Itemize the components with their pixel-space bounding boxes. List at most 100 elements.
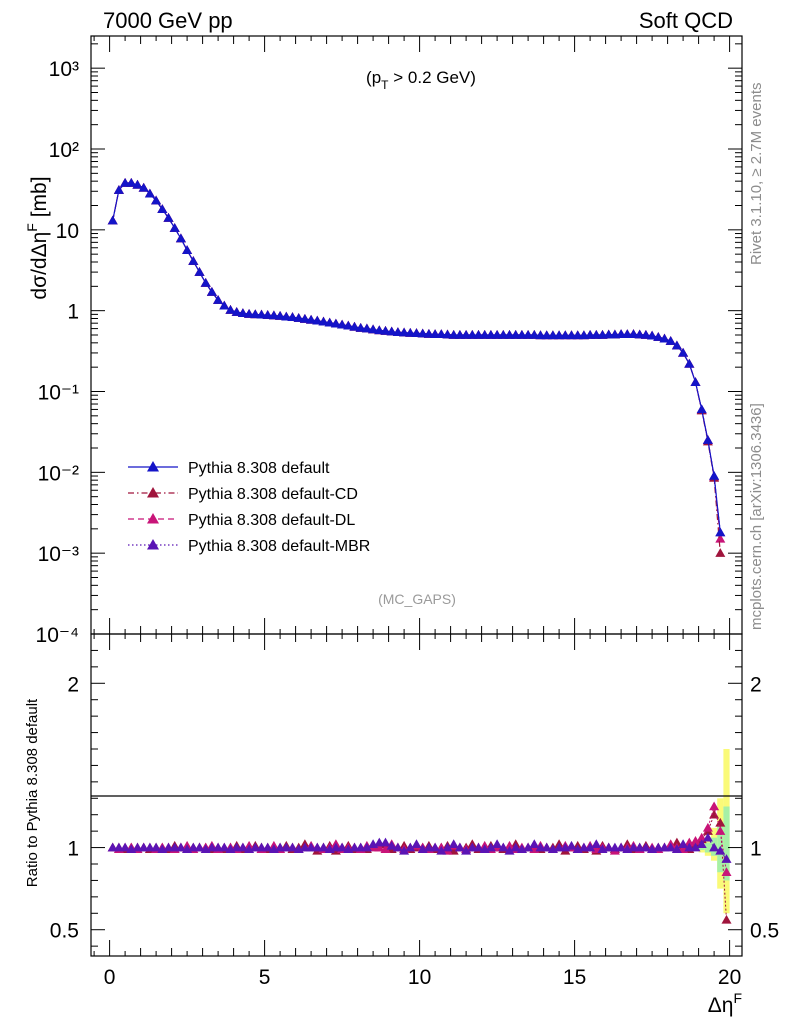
series-marker [175, 233, 186, 243]
series-marker [144, 188, 155, 198]
main-y-tick-label: 1 [67, 301, 79, 324]
ratio-marker [702, 832, 713, 842]
analysis-watermark: (MC_GAPS) [378, 591, 456, 607]
header-right: Soft QCD [639, 8, 733, 33]
ratio-x-tick-label: 5 [259, 966, 271, 989]
series-marker [225, 304, 236, 314]
series-marker [715, 548, 726, 557]
main-y-tick-label: 10⁻⁴ [36, 624, 79, 647]
series-marker [349, 321, 360, 331]
series-marker [355, 323, 366, 332]
ratio-marker [504, 840, 515, 850]
ratio-marker [498, 842, 509, 852]
series-marker [256, 309, 267, 319]
series-marker [318, 316, 329, 326]
ratio-marker [380, 837, 391, 847]
ratio-marker [175, 842, 186, 852]
ratio-marker [194, 842, 205, 852]
main-y-tick-label: 10 [56, 220, 79, 243]
series-marker [169, 223, 180, 232]
ratio-marker [411, 839, 422, 849]
ratio-x-tick-label: 15 [563, 966, 586, 989]
ratio-x-tick-label: 10 [408, 966, 431, 989]
ratio-marker [721, 914, 732, 924]
ratio-marker [721, 854, 732, 863]
ylabel-part-a: dσ/dΔη [28, 232, 51, 300]
series-marker [702, 435, 713, 444]
series-marker [715, 527, 726, 537]
ratio-marker [337, 842, 348, 852]
series-marker [206, 287, 217, 296]
ratio-marker [237, 842, 248, 852]
main-panel: 10⁻⁴ 10⁻³ 10⁻² 10⁻¹ 1 10 10² 10³ (pT > 0.2 GeV)… [24, 35, 743, 647]
series-marker [417, 328, 428, 338]
ratio-marker [715, 817, 726, 827]
legend-label: Pythia 8.308 default-DL [188, 512, 355, 529]
series-marker [163, 213, 174, 222]
ratio-marker [380, 844, 391, 853]
legend-label: Pythia 8.308 default-MBR [188, 538, 370, 555]
series-marker [306, 314, 317, 324]
series-marker [194, 267, 205, 276]
ratio-marker [219, 842, 230, 852]
legend: Pythia 8.308 default Pythia 8.308 default… [128, 460, 370, 555]
series-marker [281, 311, 292, 321]
ratio-marker [690, 842, 701, 852]
ratio-marker [442, 842, 453, 852]
band-inner [723, 806, 730, 881]
series-marker [107, 215, 118, 225]
series-marker [188, 256, 199, 265]
main-y-axis: 10⁻⁴ 10⁻³ 10⁻² 10⁻¹ 1 10 10² 10³ [36, 43, 742, 647]
series-marker [411, 328, 422, 338]
series-marker [343, 320, 354, 330]
ratio-marker [287, 842, 298, 852]
series-marker [405, 327, 416, 337]
band-inner [704, 842, 711, 853]
series-marker [684, 358, 695, 368]
ratio-y-tick-label: 1 [67, 838, 79, 861]
series-marker [157, 204, 168, 213]
ratio-marker [318, 842, 329, 852]
series-marker [324, 317, 335, 327]
series-marker [715, 533, 726, 543]
main-y-tick-label: 10² [49, 139, 79, 162]
ylabel-sup: F [24, 223, 40, 232]
series-marker [113, 185, 124, 194]
series-marker [138, 182, 149, 192]
ratio-y-tick-label-right: 2 [750, 673, 762, 696]
series-marker [647, 330, 658, 340]
series-marker [126, 177, 137, 187]
ratio-marker [690, 836, 701, 845]
rivet-side-label: Rivet 3.1.10, ≥ 2.7M events [748, 83, 765, 266]
ratio-marker [262, 842, 273, 852]
ratio-y-axis: 0.5 0.5 1 1 2 2 [50, 649, 779, 947]
ratio-y-tick-label-right: 0.5 [750, 920, 779, 943]
series-marker [696, 404, 707, 414]
legend-marker [147, 487, 159, 498]
series-marker [634, 329, 645, 339]
series-marker [678, 347, 689, 357]
series-marker [436, 329, 447, 339]
ratio-marker [709, 809, 720, 819]
series-marker [442, 329, 453, 339]
ratio-marker [454, 842, 465, 852]
ratio-y-axis-label: Ratio to Pythia 8.308 default [24, 698, 41, 887]
series-marker [659, 333, 670, 343]
series-marker [268, 310, 279, 320]
series-marker [132, 179, 143, 189]
annotation-sub: T [381, 78, 389, 92]
ratio-panel: 0.5 0.5 1 1 2 2 0 5 10 15 20 Ratio to Pythia 8.30… [24, 633, 779, 1017]
ratio-marker [585, 842, 596, 852]
main-y-tick-label: 10³ [49, 58, 79, 81]
legend-label: Pythia 8.308 default [188, 460, 330, 477]
ratio-marker [151, 842, 162, 852]
ratio-marker [510, 842, 521, 852]
ratio-marker [591, 839, 602, 849]
series-marker [380, 326, 391, 335]
x-axis-label: ΔηF [708, 990, 742, 1017]
series-marker [640, 330, 651, 339]
series-marker [709, 471, 720, 480]
